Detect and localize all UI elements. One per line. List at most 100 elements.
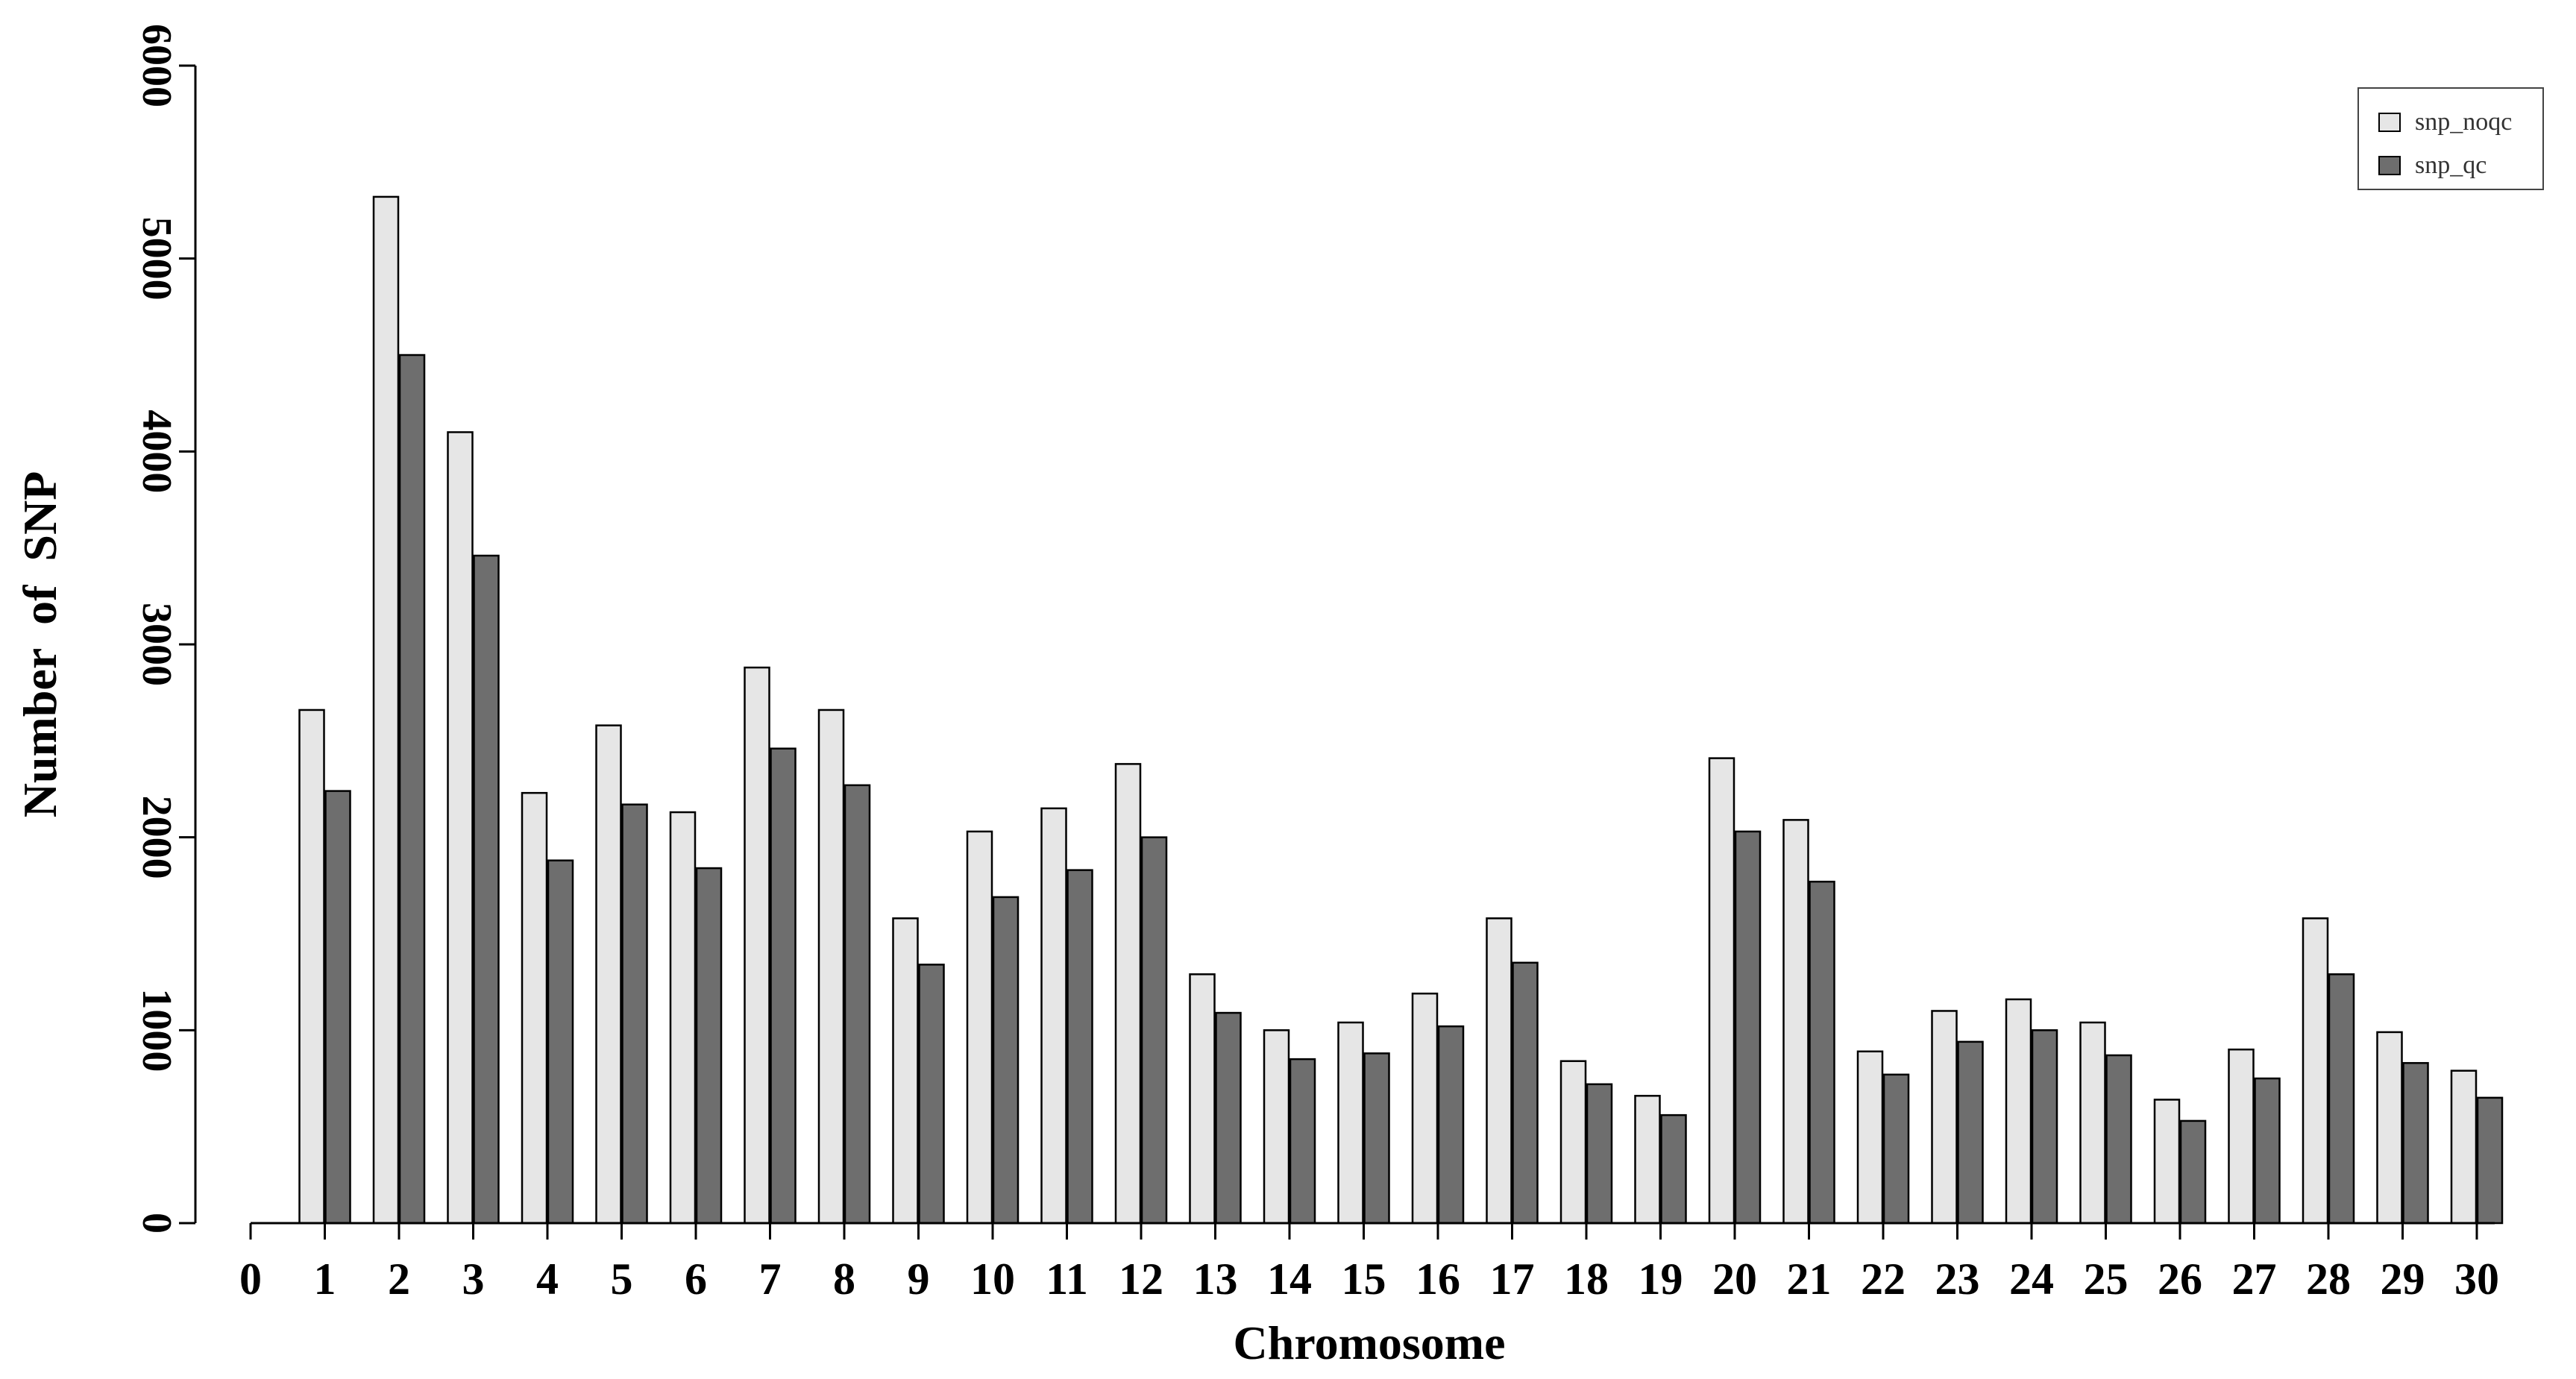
y-tick-label: 4000: [133, 409, 180, 493]
x-tick-label: 13: [1193, 1254, 1238, 1304]
bar-snp_qc-chr19: [1660, 1113, 1687, 1225]
x-tick-label: 15: [1342, 1254, 1386, 1304]
y-tick-label: 3000: [133, 603, 180, 686]
bar-snp_noqc-chr2: [372, 195, 400, 1225]
bar-snp_noqc-chr24: [2005, 998, 2032, 1225]
x-tick-label: 21: [1787, 1254, 1832, 1304]
legend-swatch-snp_noqc: [2378, 113, 2401, 132]
y-axis-title: Number of SNP: [13, 471, 66, 818]
x-tick-label: 30: [2454, 1254, 2499, 1304]
bar-snp_noqc-chr11: [1040, 807, 1067, 1225]
bar-snp_noqc-chr18: [1559, 1060, 1587, 1225]
x-tick-label: 28: [2306, 1254, 2351, 1304]
y-tick-label: 1000: [133, 988, 180, 1072]
bar-snp_noqc-chr5: [595, 724, 622, 1225]
bar-snp_noqc-chr27: [2228, 1048, 2255, 1225]
bar-snp_qc-chr16: [1437, 1025, 1465, 1225]
bar-snp_noqc-chr9: [892, 917, 919, 1225]
bar-snp_qc-chr23: [1957, 1040, 1984, 1225]
x-tick-label: 22: [1861, 1254, 1906, 1304]
bar-snp_noqc-chr29: [2376, 1031, 2403, 1225]
bar-snp_qc-chr20: [1734, 830, 1762, 1225]
bar-snp_qc-chr25: [2105, 1054, 2132, 1225]
x-tick-label: 20: [1712, 1254, 1757, 1304]
bar-snp_qc-chr14: [1289, 1058, 1316, 1225]
bar-snp_noqc-chr19: [1634, 1095, 1661, 1225]
bar-snp_noqc-chr15: [1337, 1021, 1364, 1225]
bar-snp_noqc-chr3: [447, 431, 474, 1225]
bar-snp_noqc-chr10: [966, 830, 993, 1225]
bar-snp_noqc-chr12: [1114, 763, 1142, 1225]
bar-snp_noqc-chr17: [1486, 917, 1512, 1225]
y-axis: 0 1000 2000 3000 4000 5000 6000: [133, 24, 197, 1234]
bar-snp_qc-chr13: [1215, 1011, 1242, 1225]
x-tick-label: 17: [1490, 1254, 1535, 1304]
bar-snp_noqc-chr21: [1782, 819, 1809, 1225]
bar-snp_noqc-chr4: [521, 791, 548, 1225]
legend: snp_noqc snp_qc: [2357, 87, 2544, 190]
bar-snp_noqc-chr14: [1263, 1029, 1290, 1225]
bar-snp_qc-chr18: [1586, 1083, 1613, 1225]
x-tick-label: 0: [239, 1254, 262, 1304]
x-tick-label: 14: [1267, 1254, 1312, 1304]
x-axis-title: Chromosome: [1234, 1316, 1506, 1369]
x-tick-label: 24: [2009, 1254, 2054, 1304]
bar-snp_qc-chr4: [547, 859, 574, 1225]
x-tick-label: 27: [2232, 1254, 2277, 1304]
x-tick-label: 18: [1564, 1254, 1609, 1304]
x-tick-label: 3: [462, 1254, 485, 1304]
bar-snp_qc-chr9: [918, 964, 945, 1225]
bar-snp_noqc-chr6: [669, 811, 697, 1225]
bar-snp_noqc-chr16: [1411, 992, 1439, 1225]
bar-snp_qc-chr8: [844, 784, 871, 1225]
bar-snp_qc-chr21: [1809, 880, 1835, 1225]
bar-snp_noqc-chr28: [2302, 917, 2329, 1225]
x-tick-label: 8: [833, 1254, 855, 1304]
x-tick-label: 6: [685, 1254, 707, 1304]
y-tick-label: 5000: [133, 217, 180, 301]
y-tick-label: 6000: [133, 24, 180, 107]
bar-snp_noqc-chr20: [1708, 757, 1735, 1225]
x-tick-label: 1: [314, 1254, 336, 1304]
x-tick-label: 26: [2158, 1254, 2202, 1304]
y-tick-label: 2000: [133, 796, 180, 879]
bar-snp_qc-chr2: [398, 354, 426, 1225]
bar-snp_qc-chr29: [2402, 1062, 2429, 1225]
x-tick-label: 4: [536, 1254, 559, 1304]
legend-swatch-snp_qc: [2378, 156, 2401, 175]
bar-snp_qc-chr1: [324, 790, 351, 1225]
bar-snp_qc-chr27: [2254, 1077, 2281, 1225]
bar-snp_qc-chr11: [1066, 869, 1093, 1225]
bar-snp_noqc-chr1: [298, 709, 325, 1225]
x-tick-label: 19: [1639, 1254, 1683, 1304]
bar-snp_qc-chr28: [2328, 973, 2355, 1225]
legend-label-snp_qc: snp_qc: [2415, 151, 2487, 179]
bar-snp_qc-chr15: [1363, 1052, 1390, 1225]
bar-snp_noqc-chr13: [1189, 973, 1216, 1225]
x-tick-label: 25: [2084, 1254, 2129, 1304]
x-tick-label: 5: [611, 1254, 633, 1304]
bar-snp_noqc-chr26: [2153, 1099, 2181, 1225]
bar-snp_qc-chr7: [770, 747, 797, 1225]
bar-snp_qc-chr22: [1882, 1073, 1910, 1225]
x-tick-label: 12: [1119, 1254, 1163, 1304]
legend-label-snp_noqc: snp_noqc: [2415, 108, 2512, 136]
bar-snp_qc-chr12: [1140, 836, 1168, 1225]
bar-snp_qc-chr5: [621, 803, 648, 1225]
x-tick-label: 11: [1046, 1254, 1088, 1304]
x-tick-label: 10: [970, 1254, 1015, 1304]
bars-group: [298, 195, 2504, 1225]
x-tick-label: 9: [908, 1254, 930, 1304]
bar-snp_noqc-chr25: [2079, 1021, 2106, 1225]
x-tick-label: 29: [2381, 1254, 2425, 1304]
bar-snp_qc-chr3: [473, 554, 500, 1225]
bar-snp_qc-chr26: [2179, 1119, 2207, 1225]
bar-snp_qc-chr30: [2476, 1096, 2504, 1225]
y-tick-label: 0: [133, 1213, 180, 1234]
bar-snp_noqc-chr30: [2450, 1069, 2478, 1225]
bar-snp_noqc-chr8: [817, 709, 845, 1225]
x-axis: 0 1 2 3 4 5 6 7 8 9 10 11 12 13 14 15 16 17 18 19 20 21 22 23 24…: [239, 1222, 2499, 1304]
x-tick-label: 16: [1416, 1254, 1460, 1304]
bar-snp_noqc-chr23: [1931, 1010, 1958, 1225]
